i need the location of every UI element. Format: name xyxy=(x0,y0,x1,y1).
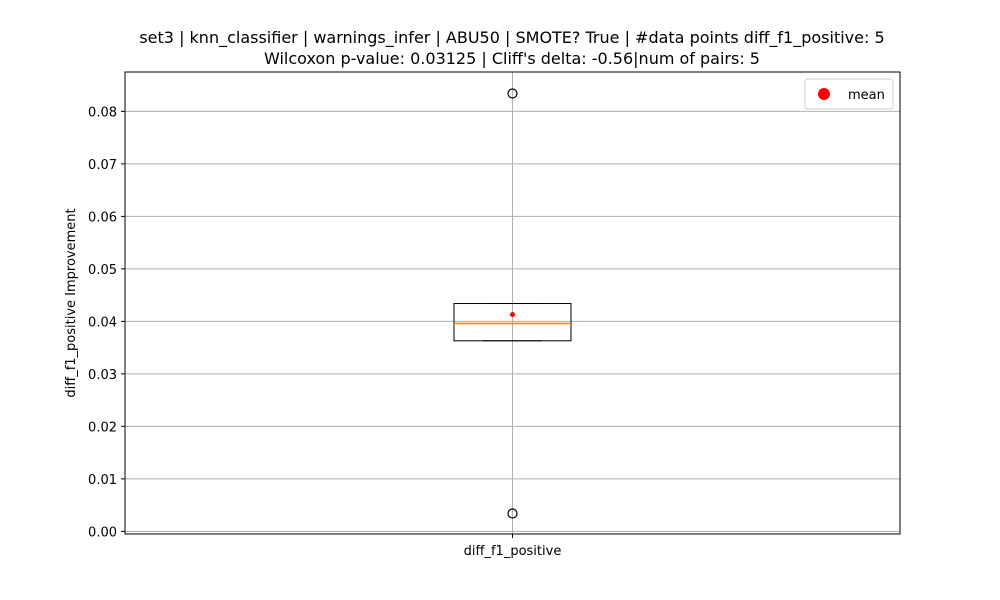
outlier-point xyxy=(507,88,518,99)
chart-title-line-1: set3 | knn_classifier | warnings_infer |… xyxy=(139,28,884,48)
grid-layer xyxy=(125,72,900,534)
axis-layer: 0.00 0.01 0.02 0.03 0.04 0.05 0.06 0.07 0.08 diff… xyxy=(88,71,901,559)
y-tick-label: 0.05 xyxy=(88,263,117,278)
y-tick-label: 0.08 xyxy=(88,105,117,120)
y-tick-label: 0.06 xyxy=(88,210,117,225)
x-tick-label: diff_f1_positive xyxy=(464,544,562,559)
axes-frame xyxy=(124,71,901,535)
plot-layer xyxy=(453,88,572,519)
y-tick-label: 0.03 xyxy=(88,368,117,383)
y-tick-label: 0.07 xyxy=(88,158,117,173)
legend: mean xyxy=(804,78,894,110)
legend-label-mean: mean xyxy=(848,88,885,103)
y-tick-label: 0.02 xyxy=(88,420,117,435)
chart-title-line-2: Wilcoxon p-value: 0.03125 | Cliff's delt… xyxy=(264,49,760,68)
box-iqr xyxy=(453,303,572,342)
outlier-point xyxy=(507,508,518,519)
y-tick-label: 0.00 xyxy=(88,525,117,540)
legend-marker-mean xyxy=(818,88,830,100)
y-tick-label: 0.04 xyxy=(88,315,117,330)
mean-marker xyxy=(510,312,515,318)
legend-box xyxy=(804,78,894,110)
y-axis-label: diff_f1_positive Improvement xyxy=(64,208,79,397)
y-tick-label: 0.01 xyxy=(88,473,117,488)
